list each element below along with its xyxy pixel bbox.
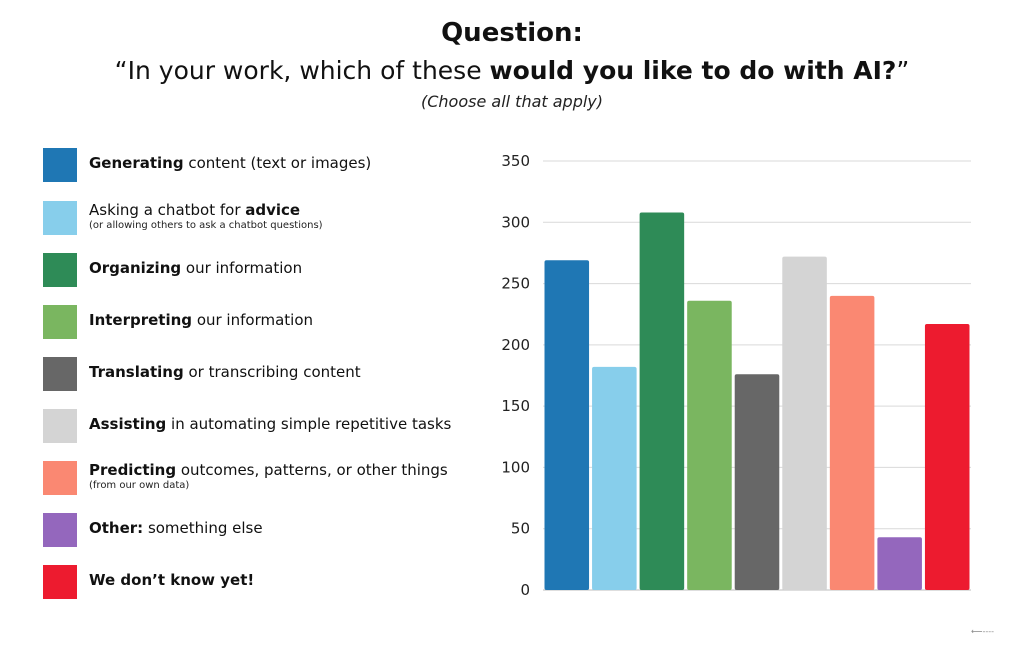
legend-label-bold: Generating: [89, 154, 184, 172]
legend-label: Generating content (text or images): [89, 154, 371, 172]
legend-swatch: [43, 513, 77, 547]
legend-swatch: [43, 409, 77, 443]
legend-label-text: Asking a chatbot for: [89, 201, 246, 219]
legend-label-line: Translating or transcribing content: [89, 363, 361, 381]
bar: [877, 537, 922, 590]
legend-item: Interpreting our information: [43, 305, 463, 341]
y-tick-label: 300: [501, 213, 530, 231]
bar: [544, 260, 590, 590]
legend-item: Translating or transcribing content: [43, 357, 463, 393]
legend-label-bold: advice: [245, 201, 301, 219]
legend-sublabel: (or allowing others to ask a chatbot que…: [89, 220, 323, 231]
y-tick-label: 0: [520, 581, 530, 599]
legend-item: Predicting outcomes, patterns, or other …: [43, 461, 463, 497]
legend-label-line: Predicting outcomes, patterns, or other …: [89, 461, 448, 479]
legend-item: Generating content (text or images): [43, 148, 463, 184]
legend-label-text: our information: [192, 311, 314, 329]
bar: [734, 374, 780, 590]
y-tick-label: 100: [501, 458, 530, 476]
y-tick-label: 200: [501, 336, 530, 354]
legend-label-text: our information: [181, 259, 303, 277]
bar: [924, 324, 970, 590]
legend-label-line: Other: something else: [89, 519, 263, 537]
y-tick-label: 50: [511, 520, 530, 538]
bar: [782, 256, 827, 590]
legend-swatch: [43, 565, 77, 599]
legend-label: Assisting in automating simple repetitiv…: [89, 415, 451, 433]
legend-item: Asking a chatbot for advice (or allowing …: [43, 201, 463, 237]
legend-item: We don’t know yet!: [43, 565, 463, 601]
legend-label: Predicting outcomes, patterns, or other …: [89, 461, 448, 493]
question-bold-text: would you like to do with AI?: [489, 56, 897, 85]
legend-swatch: [43, 305, 77, 339]
legend-label-bold: Interpreting: [89, 311, 193, 329]
chart-subtitle: (Choose all that apply): [420, 92, 604, 111]
legend-label: We don’t know yet!: [89, 571, 254, 589]
question-text: “In your work, which of these: [114, 56, 490, 85]
legend-label: Organizing our information: [89, 259, 302, 277]
legend-item: Organizing our information: [43, 253, 463, 289]
legend-label-bold: Translating: [89, 363, 184, 381]
legend-label-line: We don’t know yet!: [89, 571, 254, 589]
legend-label-line: Assisting in automating simple repetitiv…: [89, 415, 451, 433]
legend-label-text: in automating simple repetitive tasks: [166, 415, 452, 433]
legend-label-bold: Predicting: [89, 461, 177, 479]
chart-title: Question:: [441, 18, 583, 48]
legend-label: Interpreting our information: [89, 311, 313, 329]
legend-label: Translating or transcribing content: [89, 363, 361, 381]
bar: [592, 366, 637, 590]
legend-label-line: Interpreting our information: [89, 311, 313, 329]
y-tick-label: 350: [501, 152, 530, 170]
legend-swatch: [43, 253, 77, 287]
question-close-quote: ”: [896, 56, 910, 85]
legend-label-line: Asking a chatbot for advice: [89, 201, 300, 219]
legend-label-line: Organizing our information: [89, 259, 302, 277]
legend-label-bold: Organizing: [89, 259, 182, 277]
bar: [639, 212, 685, 590]
chart-question: “In your work, which of these would you …: [0, 56, 1024, 85]
legend-swatch: [43, 357, 77, 391]
legend-label-bold: We don’t know yet!: [89, 571, 255, 589]
legend-label-bold: Assisting: [89, 415, 167, 433]
legend-label: Other: something else: [89, 519, 263, 537]
legend-swatch: [43, 148, 77, 182]
legend-label-text: something else: [143, 519, 263, 537]
legend-sublabel: (from our own data): [89, 480, 190, 491]
bar-chart: 0 50 100 150 200 250 300 350: [501, 152, 971, 599]
legend-label-text: outcomes, patterns, or other things: [176, 461, 448, 479]
legend-label-text: content (text or images): [183, 154, 372, 172]
legend-swatch: [43, 201, 77, 235]
y-tick-label: 150: [501, 397, 530, 415]
legend-label-line: Generating content (text or images): [89, 154, 371, 172]
bar: [687, 300, 732, 590]
legend-label: Asking a chatbot for advice (or allowing …: [89, 201, 323, 233]
legend-label-bold: Other:: [89, 519, 144, 537]
legend-swatch: [43, 461, 77, 495]
bar: [829, 295, 875, 590]
legend-label-text: or transcribing content: [183, 363, 361, 381]
legend-item: Other: something else: [43, 513, 463, 549]
corner-mark: ⟵----: [970, 627, 994, 636]
y-tick-label: 250: [501, 275, 530, 293]
legend-item: Assisting in automating simple repetitiv…: [43, 409, 463, 445]
